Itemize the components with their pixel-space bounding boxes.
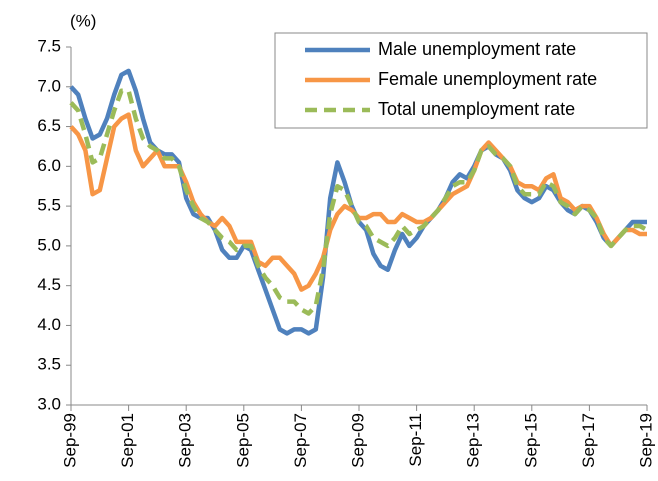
x-tick-label: Sep-17 — [579, 413, 598, 468]
y-tick-label: 5.0 — [37, 235, 61, 254]
y-tick-label: 5.5 — [37, 196, 61, 215]
x-tick-label: Sep-15 — [521, 413, 540, 468]
y-tick-label: 3.0 — [37, 394, 61, 413]
line-series — [69, 88, 649, 316]
legend: Male unemployment rate Female unemploymen… — [274, 32, 648, 129]
legend-label: Total unemployment rate — [378, 99, 575, 119]
y-tick-label: 4.0 — [37, 315, 61, 334]
y-tick-label: 3.5 — [37, 355, 61, 374]
x-tick-label: Sep-05 — [233, 413, 252, 468]
y-tick-label: 7.5 — [37, 36, 61, 55]
x-tick-label: Sep-13 — [464, 413, 483, 468]
x-tick-label: Sep-09 — [348, 413, 367, 468]
x-tick-label: Sep-07 — [291, 413, 310, 468]
legend-label: Female unemployment rate — [378, 69, 597, 89]
y-tick-label: 7.0 — [37, 76, 61, 95]
x-tick-label: Sep-19 — [636, 413, 655, 468]
x-tick-label: Sep-11 — [406, 413, 425, 467]
legend-label: Male unemployment rate — [378, 39, 576, 59]
x-tick-label: Sep-01 — [118, 413, 137, 468]
x-tick-label: Sep-03 — [176, 413, 195, 468]
y-tick-label: 6.5 — [37, 116, 61, 135]
x-tick-label: Sep-99 — [60, 413, 79, 468]
y-tick-label: 6.0 — [37, 156, 61, 175]
y-tick-label: 4.5 — [37, 275, 61, 294]
y-axis-label: (%) — [70, 11, 96, 30]
